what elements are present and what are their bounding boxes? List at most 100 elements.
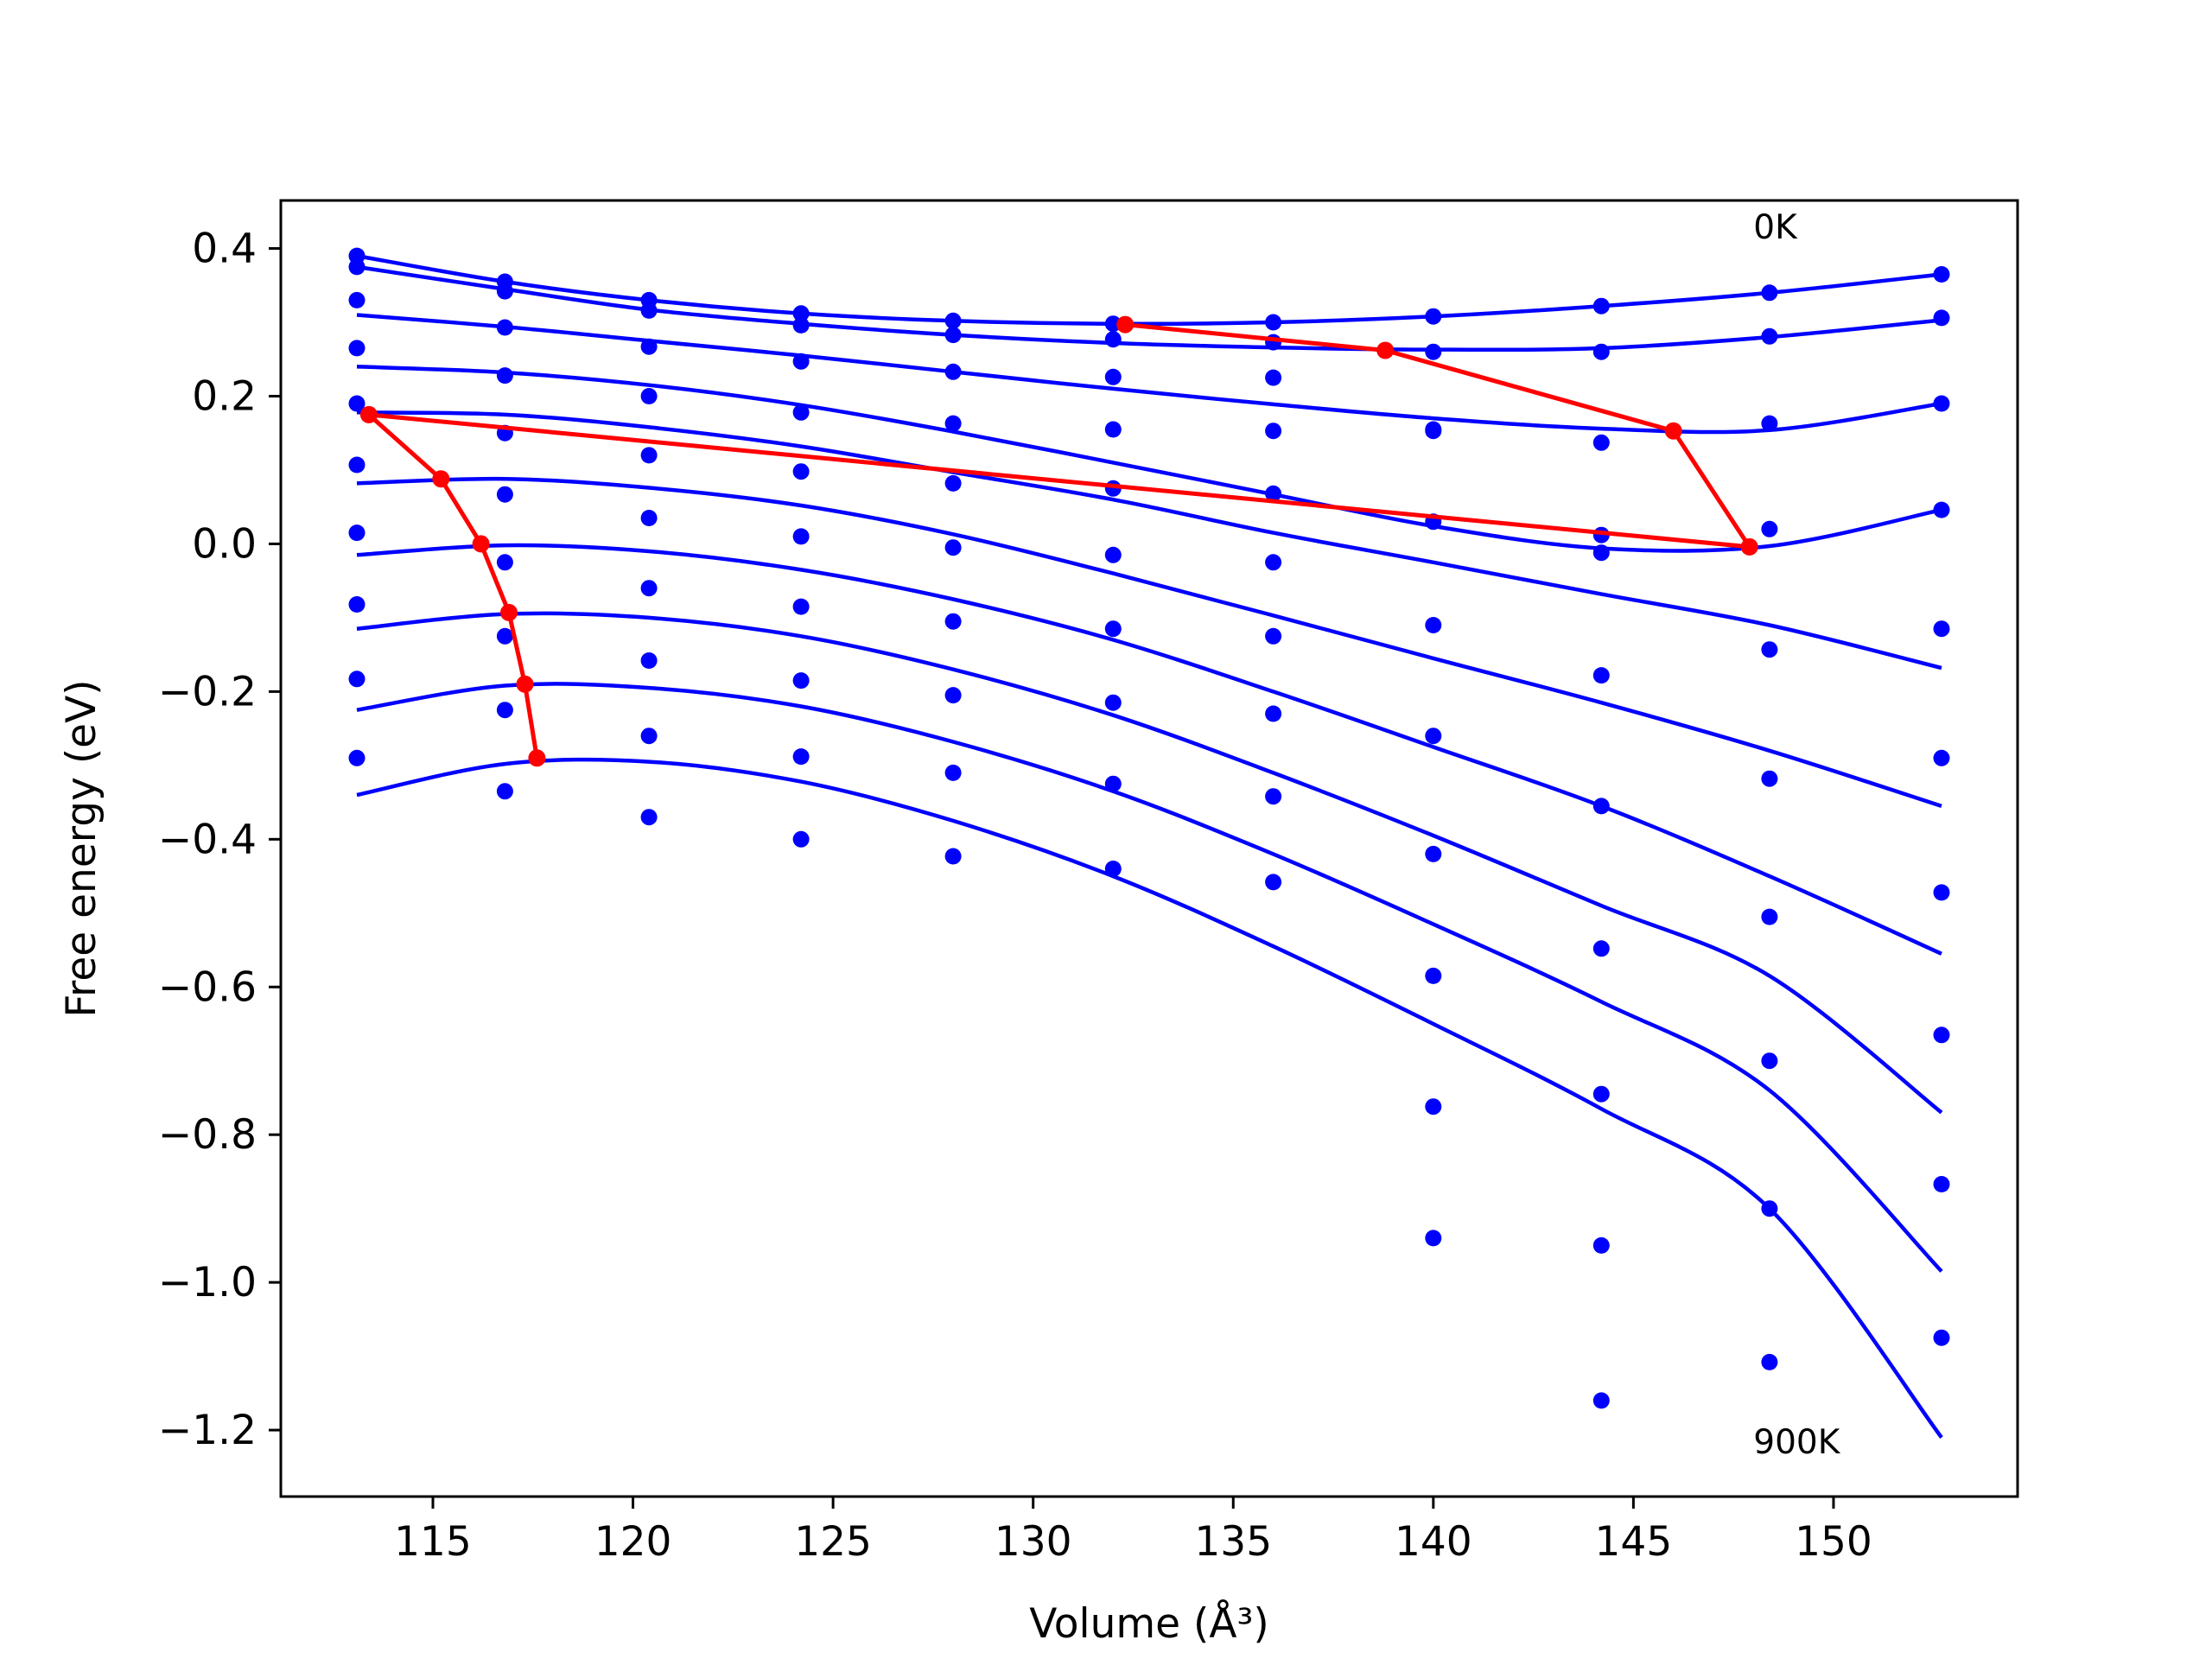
data-point-1-7 bbox=[1425, 343, 1442, 360]
data-point-0-9 bbox=[1761, 284, 1778, 302]
fit-curve-8 bbox=[356, 682, 1943, 1273]
y-axis-title: Free energy (eV) bbox=[58, 679, 105, 1017]
data-point-7-1 bbox=[496, 627, 513, 645]
minimum-path-point-2 bbox=[1664, 422, 1682, 440]
data-point-3-2 bbox=[640, 388, 658, 404]
data-point-9-10 bbox=[1933, 1329, 1950, 1346]
data-point-1-9 bbox=[1761, 327, 1778, 345]
data-point-4-6 bbox=[1265, 485, 1282, 502]
data-point-2-10 bbox=[1933, 395, 1950, 412]
data-point-8-7 bbox=[1425, 967, 1442, 984]
data-point-1-6 bbox=[1265, 334, 1282, 351]
data-point-9-7 bbox=[1425, 1098, 1442, 1116]
data-point-0-7 bbox=[1425, 308, 1442, 325]
y-tick-label-3: −0.2 bbox=[158, 668, 257, 715]
data-point-8-10 bbox=[1933, 1176, 1950, 1192]
minimum-path-point-9 bbox=[528, 749, 546, 767]
data-point-3-0 bbox=[348, 340, 365, 357]
x-tick-label-0: 115 bbox=[394, 1518, 472, 1566]
data-point-5-6 bbox=[1265, 554, 1282, 571]
fit-curve-7 bbox=[356, 611, 1943, 1115]
data-point-5-2 bbox=[640, 510, 658, 526]
data-point-6-3 bbox=[792, 598, 810, 615]
data-point-4-4 bbox=[944, 474, 962, 492]
data-point-9-6 bbox=[1265, 874, 1282, 891]
data-point-4-8 bbox=[1592, 544, 1610, 562]
data-point-8-9 bbox=[1761, 1200, 1778, 1217]
data-point-9-8 bbox=[1592, 1236, 1610, 1254]
data-point-3-10 bbox=[1933, 501, 1950, 518]
data-point-7-6 bbox=[1265, 705, 1282, 722]
data-point-9-5 bbox=[1104, 861, 1122, 877]
data-point-8-0 bbox=[348, 671, 365, 688]
y-tick-label-5: −0.6 bbox=[158, 963, 257, 1011]
data-point-3-1 bbox=[496, 367, 513, 385]
y-axis-ticks: 0.4 0.2 0.0 −0.2 −0.4 −0.6 −0.8 −1.0 −1.2 bbox=[158, 226, 281, 1454]
data-point-4-3 bbox=[792, 463, 810, 480]
data-point-3-4 bbox=[944, 415, 962, 432]
minimum-path-point-7 bbox=[500, 603, 518, 621]
data-point-9-4 bbox=[944, 848, 962, 865]
data-point-6-6 bbox=[1265, 627, 1282, 645]
fit-curves bbox=[356, 253, 1943, 1439]
data-point-3-5 bbox=[1104, 421, 1122, 438]
fit-curve-4 bbox=[356, 410, 1942, 671]
data-point-6-1 bbox=[496, 554, 513, 571]
data-point-2-6 bbox=[1265, 369, 1282, 386]
data-point-1-3 bbox=[792, 316, 810, 334]
data-point-1-4 bbox=[944, 327, 962, 344]
minimum-path-point-3 bbox=[1740, 537, 1758, 556]
fit-curve-5 bbox=[356, 476, 1942, 809]
data-point-0-3 bbox=[792, 305, 810, 322]
data-point-2-0 bbox=[348, 291, 365, 308]
minimum-path-point-8 bbox=[516, 675, 534, 693]
data-point-9-3 bbox=[792, 830, 810, 848]
minimum-path-point-5 bbox=[432, 470, 450, 488]
data-point-3-3 bbox=[792, 404, 810, 421]
data-point-5-9 bbox=[1761, 770, 1778, 787]
data-point-7-10 bbox=[1933, 1027, 1950, 1044]
x-tick-label-5: 140 bbox=[1395, 1518, 1472, 1566]
data-point-8-8 bbox=[1592, 1085, 1610, 1103]
y-tick-label-6: −0.8 bbox=[158, 1111, 257, 1159]
data-point-9-1 bbox=[496, 783, 513, 800]
minimum-path-point-6 bbox=[472, 535, 490, 553]
data-point-7-0 bbox=[348, 596, 365, 613]
annotation-0k: 0K bbox=[1753, 208, 1798, 247]
x-tick-label-3: 130 bbox=[995, 1518, 1072, 1566]
y-tick-label-2: 0.0 bbox=[192, 520, 257, 568]
data-point-9-0 bbox=[348, 749, 365, 766]
data-point-2-1 bbox=[496, 319, 513, 336]
data-point-0-8 bbox=[1592, 297, 1610, 315]
data-point-5-10 bbox=[1933, 749, 1950, 766]
data-point-6-5 bbox=[1104, 620, 1122, 638]
data-point-5-8 bbox=[1592, 667, 1610, 684]
data-points bbox=[348, 247, 1950, 1409]
data-point-0-4 bbox=[944, 312, 962, 329]
fit-curve-6 bbox=[356, 543, 1942, 956]
data-point-5-0 bbox=[348, 456, 365, 474]
data-point-2-9 bbox=[1761, 415, 1778, 432]
fit-curve-3 bbox=[356, 365, 1942, 553]
data-point-1-0 bbox=[348, 258, 365, 276]
y-tick-label-8: −1.2 bbox=[158, 1407, 257, 1454]
data-point-6-0 bbox=[348, 524, 365, 542]
x-tick-label-1: 120 bbox=[594, 1518, 672, 1566]
data-point-0-6 bbox=[1265, 314, 1282, 331]
data-point-6-2 bbox=[640, 580, 658, 597]
minimum-path-point-1 bbox=[1376, 341, 1395, 359]
minimum-path bbox=[359, 315, 1758, 767]
data-point-6-10 bbox=[1933, 884, 1950, 901]
data-point-2-8 bbox=[1592, 434, 1610, 451]
y-tick-label-4: −0.4 bbox=[158, 816, 257, 863]
x-axis-ticks: 115 120 125 130 135 140 145 150 bbox=[394, 1497, 1872, 1566]
x-tick-label-4: 135 bbox=[1194, 1518, 1272, 1566]
data-point-6-8 bbox=[1592, 798, 1610, 815]
data-point-8-4 bbox=[944, 764, 962, 781]
x-tick-label-2: 125 bbox=[794, 1518, 872, 1566]
data-point-1-2 bbox=[640, 302, 658, 319]
data-point-7-5 bbox=[1104, 694, 1122, 711]
data-point-5-3 bbox=[792, 528, 810, 545]
